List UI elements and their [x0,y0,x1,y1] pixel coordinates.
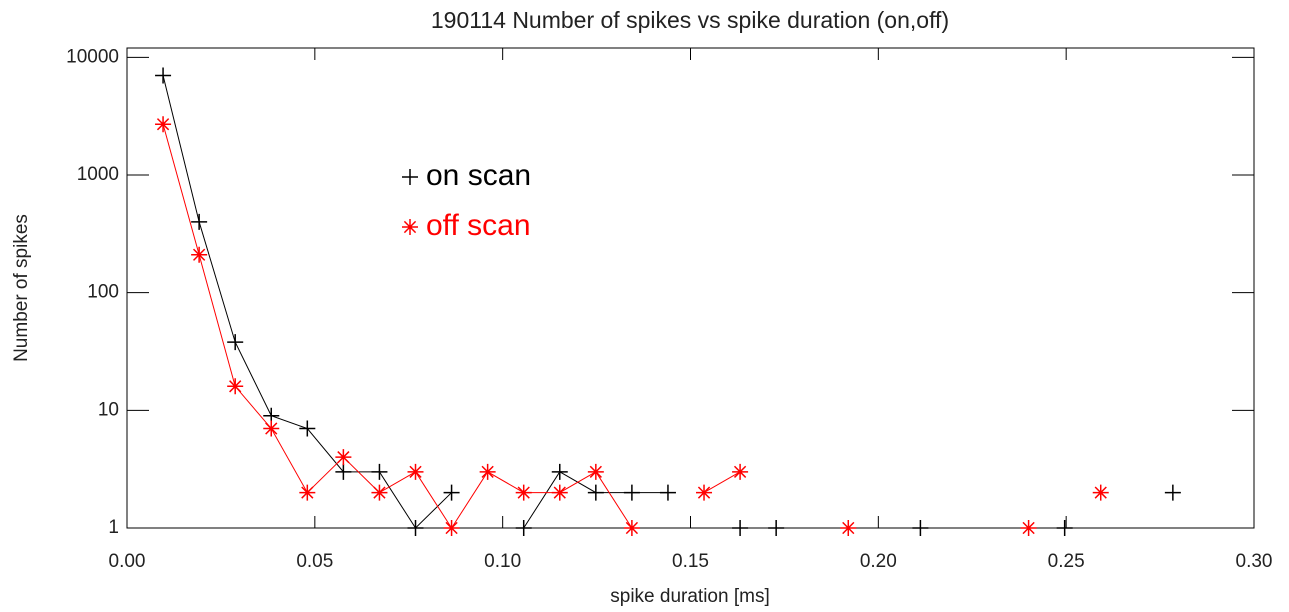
marker [263,420,280,437]
x-axis-label: spike duration [ms] [610,586,769,607]
marker [299,484,316,501]
marker [371,484,388,501]
y-tick-label: 1000 [77,164,119,185]
marker [371,463,388,480]
series-line [163,76,1173,528]
marker [191,213,208,230]
y-tick-label: 10000 [66,46,119,67]
marker [515,484,532,501]
marker [227,378,244,395]
marker [335,449,352,466]
marker [1020,520,1037,536]
marker [551,463,568,480]
marker [407,520,424,536]
marker [443,520,460,536]
marker [551,484,568,501]
y-axis-label: Number of spikes [11,214,32,362]
marker [732,520,749,536]
y-tick-label: 100 [87,282,119,303]
marker [768,520,785,536]
marker [659,484,676,501]
marker [1056,520,1073,536]
x-tick-label: 0.20 [860,551,897,572]
x-tick-label: 0.05 [296,551,333,572]
marker [623,484,640,501]
marker [840,520,857,536]
marker [299,420,316,437]
marker [696,484,713,501]
x-tick-label: 0.25 [1048,551,1085,572]
chart-title: 190114 Number of spikes vs spike duratio… [431,7,949,33]
marker [407,463,424,480]
marker [587,463,604,480]
marker [191,246,208,263]
marker [443,484,460,501]
x-tick-label: 0.15 [672,551,709,572]
plot-frame [126,47,1255,529]
marker [912,520,929,536]
marker [1164,484,1181,501]
marker [479,463,496,480]
marker [732,463,749,480]
marker [335,463,352,480]
x-tick-label: 0.10 [484,551,521,572]
x-tick-label: 0.00 [109,551,146,572]
marker [515,520,532,536]
x-tick-label: 0.30 [1236,551,1273,572]
marker [155,116,172,133]
marker [402,169,418,185]
marker [227,334,244,351]
legend-label: on scan [426,159,531,192]
marker [1092,484,1109,501]
series-line [163,124,1101,528]
marker [623,520,640,536]
marker [155,67,172,84]
y-tick-label: 1 [108,517,119,538]
legend-label: off scan [426,209,531,242]
y-tick-label: 10 [98,399,119,420]
marker [587,484,604,501]
marker [402,219,418,235]
